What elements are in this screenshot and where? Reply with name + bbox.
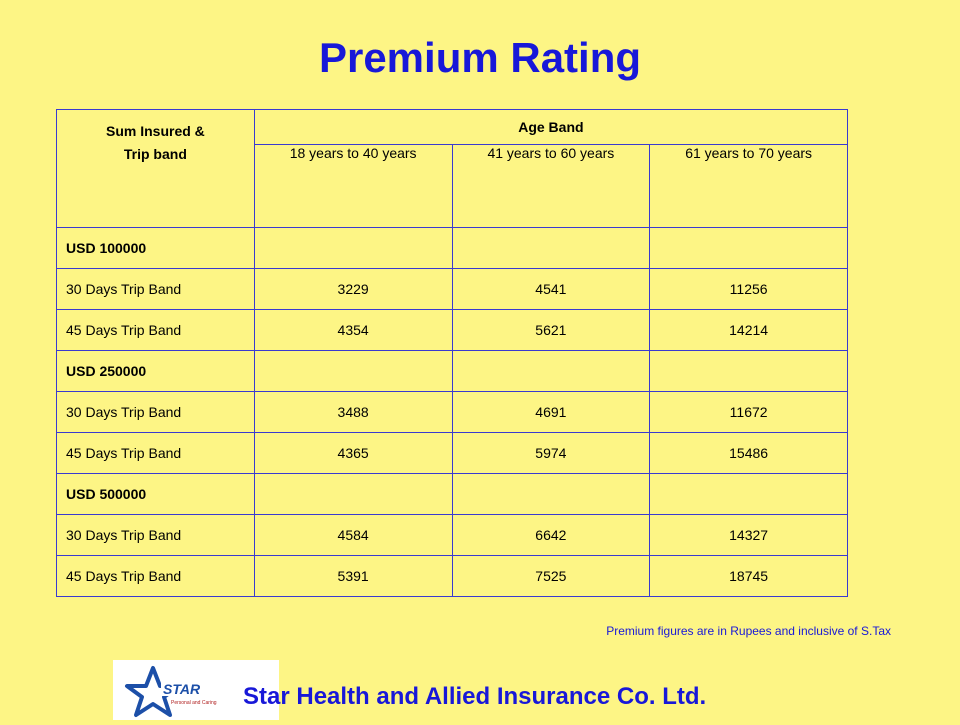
premium-cell: 11672	[649, 391, 848, 433]
premium-cell: 3229	[253, 268, 453, 310]
table-row: 45 Days Trip Band 5391 7525 18745	[56, 555, 848, 597]
sum-insured-group-row: USD 100000	[56, 227, 848, 269]
premium-cell	[253, 350, 453, 392]
company-name: Star Health and Allied Insurance Co. Ltd…	[243, 683, 707, 710]
page-title: Premium Rating	[318, 34, 642, 81]
trip-band-label: 30 Days Trip Band	[56, 391, 255, 433]
premium-cell: 7525	[451, 555, 651, 597]
sum-insured-group-row: USD 250000	[56, 350, 848, 392]
trip-band-label: 45 Days Trip Band	[56, 432, 255, 474]
premium-cell: 14214	[649, 309, 848, 351]
premium-cell	[649, 473, 848, 515]
company-logo: STAR Personal and Caring	[113, 660, 279, 720]
svg-text:STAR: STAR	[163, 681, 201, 697]
table-row: 45 Days Trip Band 4354 5621 14214	[56, 309, 848, 351]
age-column-header: 41 years to 60 years	[451, 144, 651, 228]
premium-cell: 4365	[253, 432, 453, 474]
premium-cell	[253, 227, 453, 269]
premium-table: Sum Insured & Trip band Age Band 18 year…	[56, 109, 849, 597]
sum-insured-header-line2: Trip band	[123, 146, 187, 162]
premium-cell: 4541	[451, 268, 651, 310]
premium-cell	[253, 473, 453, 515]
sum-insured-header-line1: Sum Insured &	[105, 123, 205, 139]
table-row: 30 Days Trip Band 3488 4691 11672	[56, 391, 848, 433]
table-row: 45 Days Trip Band 4365 5974 15486	[56, 432, 848, 474]
age-band-header: Age Band	[253, 109, 849, 145]
premium-cell	[451, 227, 651, 269]
table-row: 30 Days Trip Band 4584 6642 14327	[56, 514, 848, 556]
star-logo-icon: STAR Personal and Caring	[125, 666, 217, 717]
premium-cell: 4584	[253, 514, 453, 556]
premium-cell: 5621	[451, 309, 651, 351]
premium-cell: 4354	[253, 309, 453, 351]
premium-cell	[451, 473, 651, 515]
trip-band-label: 30 Days Trip Band	[56, 514, 255, 556]
premium-cell: 15486	[649, 432, 848, 474]
premium-cell: 6642	[451, 514, 651, 556]
sum-insured-group-row: USD 500000	[56, 473, 848, 515]
premium-cell: 5391	[253, 555, 453, 597]
premium-cell: 4691	[451, 391, 651, 433]
table-row: 30 Days Trip Band 3229 4541 11256	[56, 268, 848, 310]
sum-insured-label: USD 250000	[56, 350, 255, 392]
premium-cell: 14327	[649, 514, 848, 556]
premium-cell: 5974	[451, 432, 651, 474]
premium-cell: 11256	[649, 268, 848, 310]
svg-text:Personal and Caring: Personal and Caring	[171, 700, 217, 706]
premium-cell: 18745	[649, 555, 848, 597]
age-columns-row: 18 years to 40 years 41 years to 60 year…	[57, 144, 848, 228]
sum-insured-label: USD 500000	[56, 473, 255, 515]
premium-note: Premium figures are in Rupees and inclus…	[606, 624, 891, 638]
age-column-header: 18 years to 40 years	[253, 144, 453, 228]
trip-band-label: 30 Days Trip Band	[56, 268, 255, 310]
premium-cell: 3488	[253, 391, 453, 433]
table-header-row: Sum Insured & Trip band Age Band	[56, 109, 849, 228]
sum-insured-label: USD 100000	[56, 227, 255, 269]
trip-band-label: 45 Days Trip Band	[56, 555, 255, 597]
sum-insured-header: Sum Insured & Trip band	[56, 109, 255, 228]
premium-cell	[649, 350, 848, 392]
premium-cell	[451, 350, 651, 392]
age-column-header: 61 years to 70 years	[649, 144, 848, 228]
premium-cell	[649, 227, 848, 269]
trip-band-label: 45 Days Trip Band	[56, 309, 255, 351]
